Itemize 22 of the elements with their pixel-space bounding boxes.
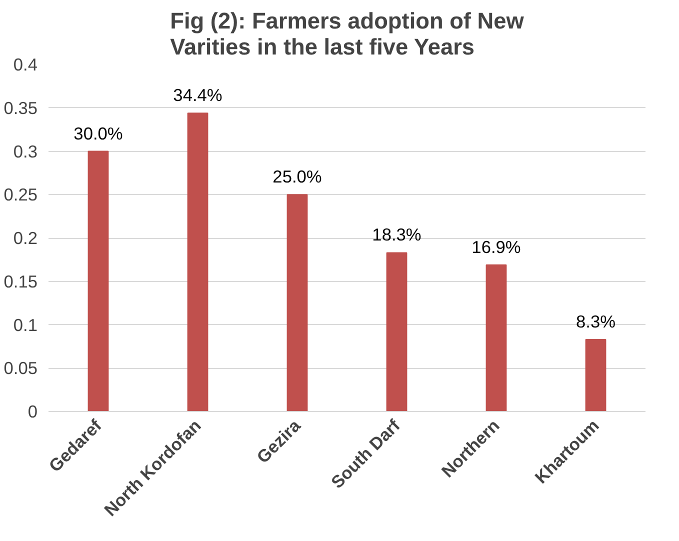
bar: [88, 150, 109, 412]
bar: [486, 264, 507, 412]
y-tick-label: 0.35: [4, 98, 38, 118]
data-label: 34.4%: [173, 85, 222, 106]
y-tick-label: 0.15: [4, 271, 38, 292]
data-label: 25.0%: [272, 166, 322, 187]
y-tick-label: 0.25: [4, 184, 38, 205]
bar: [585, 338, 606, 412]
bar: [286, 194, 308, 412]
chart-title: Fig (2): Farmers adoption of New Varities in the last five Years: [170, 8, 524, 60]
data-label: 18.3%: [372, 224, 422, 245]
data-label: 30.0%: [74, 123, 123, 144]
y-tick-label: 0.3: [13, 141, 38, 162]
y-tick-label: 0.4: [13, 54, 38, 74]
y-tick-label: 0.05: [4, 358, 38, 378]
y-tick-label: 0: [28, 402, 38, 422]
bar: [187, 112, 208, 412]
bar: [386, 252, 408, 412]
y-tick-label: 0.1: [13, 314, 38, 335]
data-label: 16.9%: [472, 236, 521, 257]
data-label: 8.3%: [576, 311, 616, 332]
y-tick-label: 0.2: [13, 228, 38, 248]
